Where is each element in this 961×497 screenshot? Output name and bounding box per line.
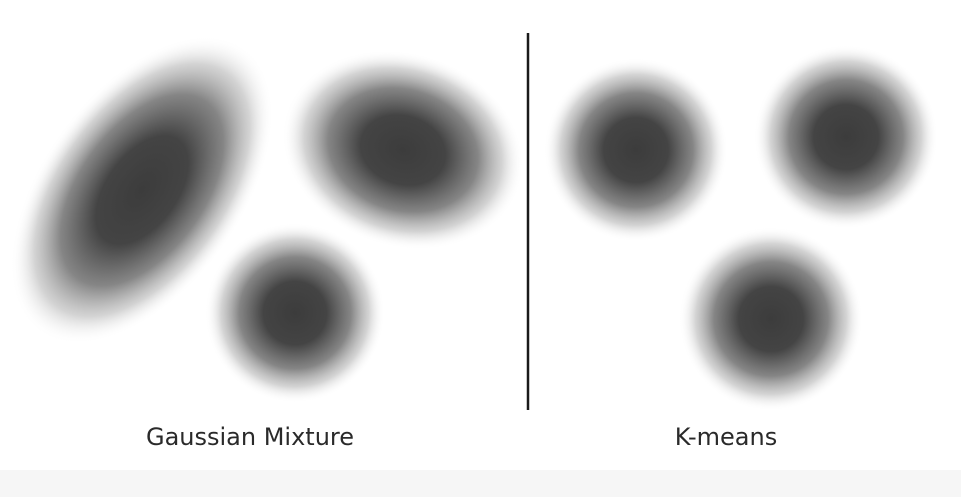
kmeans-cluster-1	[544, 58, 728, 242]
gaussian-mixture-panel	[10, 35, 524, 403]
gmm-cluster-circle	[205, 223, 385, 403]
k-means-panel	[544, 45, 938, 411]
kmeans-cluster-2	[754, 45, 938, 229]
kmeans-cluster-3	[679, 227, 863, 411]
gaussian-mixture-label: Gaussian Mixture	[145, 423, 355, 451]
k-means-label: K-means	[674, 423, 778, 451]
gmm-cluster-elongated	[10, 35, 274, 345]
bottom-band	[0, 470, 961, 497]
gmm-cluster-ellipse	[282, 50, 524, 250]
